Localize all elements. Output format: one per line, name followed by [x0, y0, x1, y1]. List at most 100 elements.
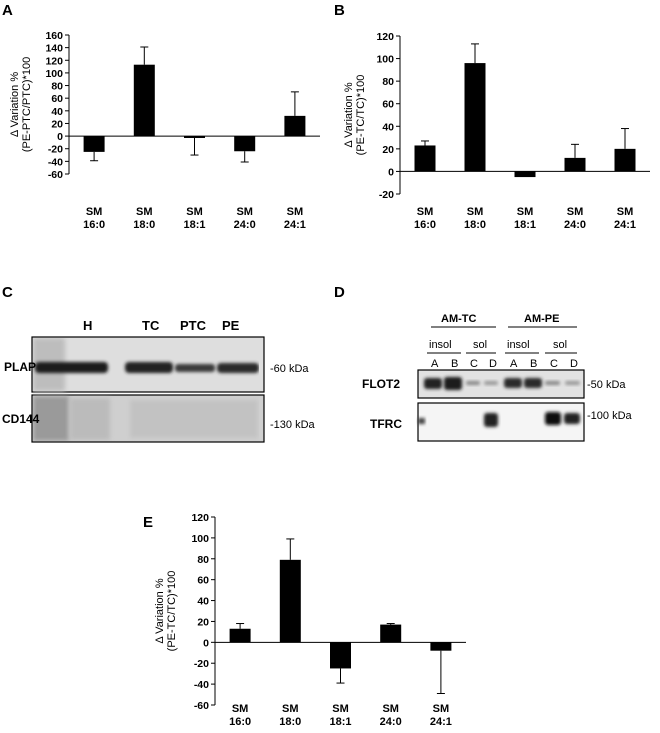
category-label: SM [617, 206, 634, 218]
y-tick-label: -20 [379, 189, 394, 201]
category-label: 24:1 [614, 219, 636, 231]
panel-letter-e: E [143, 514, 153, 531]
category-label: SM [417, 206, 434, 218]
y-axis-label: (PE-TC/TC)*100 [355, 75, 367, 156]
category-label: 18:0 [279, 716, 301, 728]
bar [514, 171, 536, 178]
y-axis-label: Δ Variation % [343, 82, 355, 147]
category-label: 18:1 [514, 219, 536, 231]
category-label: SM [332, 703, 349, 715]
y-tick-label: -20 [48, 144, 63, 156]
bar [133, 64, 155, 137]
blot-band [564, 413, 580, 424]
fraction-label-insol: insol [507, 339, 530, 351]
y-tick-label: 120 [376, 31, 394, 43]
blot-band-h [35, 362, 108, 373]
marker-60kda: -60 kDa [270, 363, 309, 375]
lane-label-ptc: PTC [180, 318, 207, 333]
blot-band [565, 381, 580, 385]
y-tick-label: 100 [376, 54, 394, 66]
y-tick-label: -60 [194, 700, 209, 712]
y-tick-label: 60 [51, 93, 63, 105]
bar [234, 136, 256, 152]
y-tick-label: 40 [382, 121, 394, 133]
category-label: 16:0 [83, 219, 105, 231]
y-tick-label: 40 [51, 106, 63, 118]
blot-c: H TC PTC PE PLAP CD144 -60 kDa -130 kDa [2, 318, 316, 443]
panel-letter-a: A [2, 2, 13, 19]
y-tick-label: 20 [51, 118, 63, 130]
lane-label: A [431, 358, 439, 370]
bar [614, 148, 636, 172]
y-tick-label: 100 [191, 533, 209, 545]
blot-band [444, 377, 462, 390]
bar [414, 145, 436, 172]
bar [284, 115, 306, 137]
y-axis-label: Δ Variation % [9, 72, 21, 137]
blot-band [424, 378, 442, 389]
category-label: 24:1 [430, 716, 452, 728]
lane-label-h: H [83, 318, 92, 333]
blot-band [484, 413, 498, 427]
bar [184, 136, 205, 138]
lane-label: A [510, 358, 518, 370]
blot-smear [33, 396, 69, 441]
category-label: SM [467, 206, 484, 218]
lane-label: D [489, 358, 497, 370]
y-tick-label: -40 [48, 156, 63, 168]
category-label: 18:1 [183, 219, 205, 231]
bar [430, 642, 452, 651]
lane-label-pe: PE [222, 318, 240, 333]
bar [380, 624, 402, 643]
bar [564, 157, 586, 172]
panel-letter-c: C [2, 284, 13, 301]
y-axis-label: (PE-PTC/PTC)*100 [21, 57, 33, 152]
y-tick-label: 60 [197, 575, 209, 587]
lane-label: B [530, 358, 537, 370]
category-label: SM [287, 206, 304, 218]
y-tick-label: 80 [382, 76, 394, 88]
blot-band [524, 378, 542, 388]
lane-label: D [570, 358, 578, 370]
panel-letter-b: B [334, 2, 345, 19]
y-tick-label: 80 [197, 554, 209, 566]
blot-band [545, 381, 560, 385]
fraction-label-sol: sol [473, 339, 487, 351]
y-tick-label: 80 [51, 81, 63, 93]
category-label: 16:0 [414, 219, 436, 231]
category-label: SM [86, 206, 103, 218]
y-tick-label: 100 [45, 68, 63, 80]
group-label-am-pe: AM-PE [524, 313, 559, 325]
group-label-am-tc: AM-TC [441, 313, 476, 325]
blot-band-tc [125, 362, 173, 373]
blot-smear [130, 400, 258, 438]
lane-label: C [470, 358, 478, 370]
y-axis-label: Δ Variation % [154, 578, 166, 643]
row-label-flot2: FLOT2 [362, 377, 400, 391]
chart-e: -60 -40 -20 0 20 40 60 80 100 120 Δ Variation % (PE… [154, 512, 466, 728]
bar [83, 136, 105, 152]
category-label: 24:0 [380, 716, 402, 728]
row-label-plap: PLAP [4, 360, 36, 374]
marker-100kda: -100 kDa [587, 410, 633, 422]
blot-band [504, 378, 522, 388]
y-tick-label: 20 [382, 144, 394, 156]
marker-50kda: -50 kDa [587, 379, 626, 391]
panel-letter-d: D [334, 284, 345, 301]
y-tick-label: 40 [197, 596, 209, 608]
blot-band [484, 381, 498, 385]
category-label: SM [186, 206, 203, 218]
bar [330, 642, 351, 669]
category-label: 24:1 [284, 219, 306, 231]
y-axis-label: (PE-TC/TC)*100 [166, 571, 178, 652]
blot-d: AM-TC AM-PE insol sol insol sol A B C D … [362, 313, 633, 442]
category-label: SM [517, 206, 534, 218]
blot-band [466, 381, 480, 385]
y-tick-label: 160 [45, 30, 63, 42]
category-label: SM [282, 703, 299, 715]
blot-band [418, 418, 425, 424]
category-label: SM [136, 206, 153, 218]
bar [279, 559, 301, 643]
